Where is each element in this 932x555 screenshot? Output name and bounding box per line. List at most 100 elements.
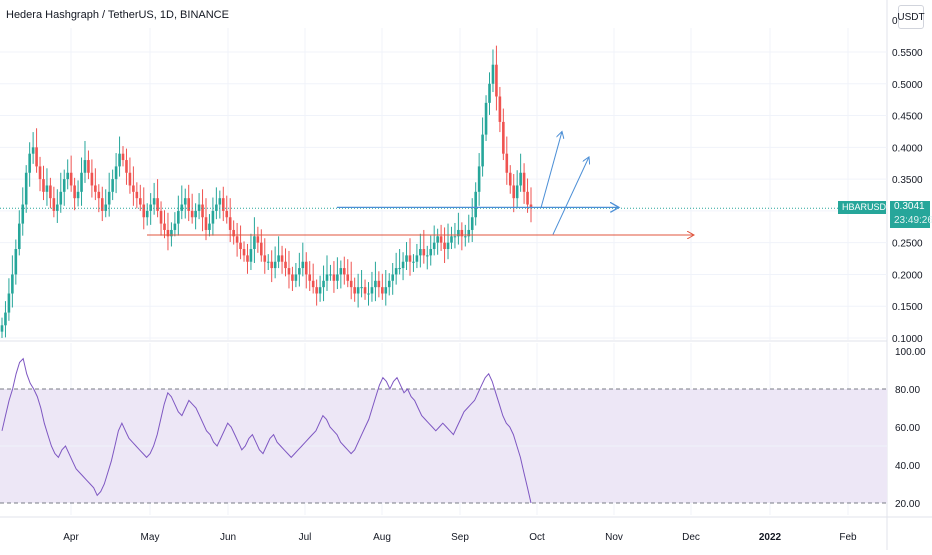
candle-body <box>80 172 83 192</box>
candle-body <box>495 64 498 97</box>
candle-body <box>342 268 346 275</box>
candle-body <box>253 236 256 250</box>
candle-body <box>66 172 69 180</box>
candle-body <box>76 191 80 199</box>
candle-body <box>277 255 280 262</box>
candle-body <box>470 217 474 230</box>
candles <box>0 45 533 338</box>
candle-body <box>450 236 453 243</box>
candle-body <box>56 204 59 211</box>
candle-body <box>190 210 194 218</box>
time-axis-tick-8: Dec <box>682 532 700 543</box>
candle-body <box>183 198 187 205</box>
candle-body <box>142 204 146 218</box>
candle-body <box>273 261 277 269</box>
candle-body <box>87 160 90 173</box>
candle-body <box>457 229 460 237</box>
candle-body <box>422 249 426 256</box>
price-axis-tick-1: 0.1500 <box>892 302 923 313</box>
candle-body <box>197 204 201 211</box>
rsi-line <box>1 357 532 504</box>
currency-button[interactable]: USDT <box>897 5 925 29</box>
time-axis-tick-10: Feb <box>839 532 857 543</box>
candle-body <box>484 102 488 135</box>
candle-body <box>152 198 156 205</box>
rsi-axis-tick-3: 80.00 <box>895 385 920 396</box>
candle-body <box>515 185 519 199</box>
candle-body <box>356 287 360 294</box>
candle-body <box>107 191 111 205</box>
candle-body <box>52 198 56 211</box>
candle-body <box>128 172 132 186</box>
candle-body <box>522 172 526 192</box>
rsi-axis-tick-0: 20.00 <box>895 499 920 510</box>
candle-body <box>481 134 484 167</box>
candle-body <box>425 255 429 257</box>
price-axis-tick-5: 0.3500 <box>892 175 923 186</box>
time-axis-tick-3: Jul <box>299 532 312 543</box>
projection-arrow-1 <box>540 131 562 208</box>
candle-body <box>235 236 239 243</box>
candle-body <box>215 204 218 211</box>
candle-body <box>412 261 415 263</box>
rsi-axis-tick-2: 60.00 <box>895 423 920 434</box>
candle-body <box>45 185 49 192</box>
candle-body <box>498 96 502 122</box>
candle-body <box>332 274 336 281</box>
candle-body <box>260 242 263 256</box>
candle-body <box>97 191 101 199</box>
candle-body <box>405 255 408 262</box>
candle-body <box>346 274 350 281</box>
price-axis-tick-8: 0.5000 <box>892 80 923 91</box>
candle-body <box>519 172 522 186</box>
candle-body <box>477 166 481 192</box>
price-axis-tick-7: 0.4500 <box>892 112 923 123</box>
price-axis-tick-0: 0.1000 <box>892 334 923 345</box>
candle-body <box>432 242 436 250</box>
candle-body <box>28 153 31 173</box>
time-axis-tick-0: Apr <box>63 532 79 543</box>
candle-body <box>228 217 232 230</box>
candle-body <box>464 236 467 238</box>
candle-body <box>73 185 76 199</box>
chart-title: Hedera Hashgraph / TetherUS, 1D, BINANCE <box>6 9 229 21</box>
candle-body <box>204 217 208 230</box>
candle-body <box>62 179 66 192</box>
time-axis-tick-4: Aug <box>373 532 391 543</box>
candle-body <box>301 261 305 269</box>
candle-body <box>201 204 204 218</box>
candle-body <box>322 280 325 288</box>
candle-body <box>163 223 166 230</box>
candle-body <box>114 166 118 180</box>
last-price-badge: 0.3041 <box>890 201 930 213</box>
candle-body <box>187 198 191 211</box>
candle-body <box>467 229 471 237</box>
candle-body <box>512 185 516 199</box>
candle-body <box>398 268 401 270</box>
countdown-badge: 23:49:26 <box>890 213 932 228</box>
candle-body <box>125 160 128 173</box>
candle-body <box>173 223 177 230</box>
candle-body <box>145 210 149 218</box>
candle-body <box>291 274 294 281</box>
candle-body <box>408 255 412 262</box>
candle-body <box>270 261 273 269</box>
candle-body <box>31 147 35 154</box>
candle-body <box>42 179 45 192</box>
candle-body <box>218 198 222 205</box>
candle-body <box>401 261 405 269</box>
candle-body <box>453 236 457 238</box>
time-axis-tick-6: Oct <box>529 532 545 543</box>
candle-body <box>415 255 419 262</box>
candle-body <box>0 325 4 332</box>
candle-body <box>166 229 170 237</box>
time-axis-tick-5: Sep <box>451 532 469 543</box>
candle-body <box>14 249 18 275</box>
candle-body <box>304 261 308 275</box>
candle-body <box>460 229 464 237</box>
candle-body <box>370 287 374 294</box>
candle-body <box>170 229 173 237</box>
candle-body <box>38 166 42 180</box>
